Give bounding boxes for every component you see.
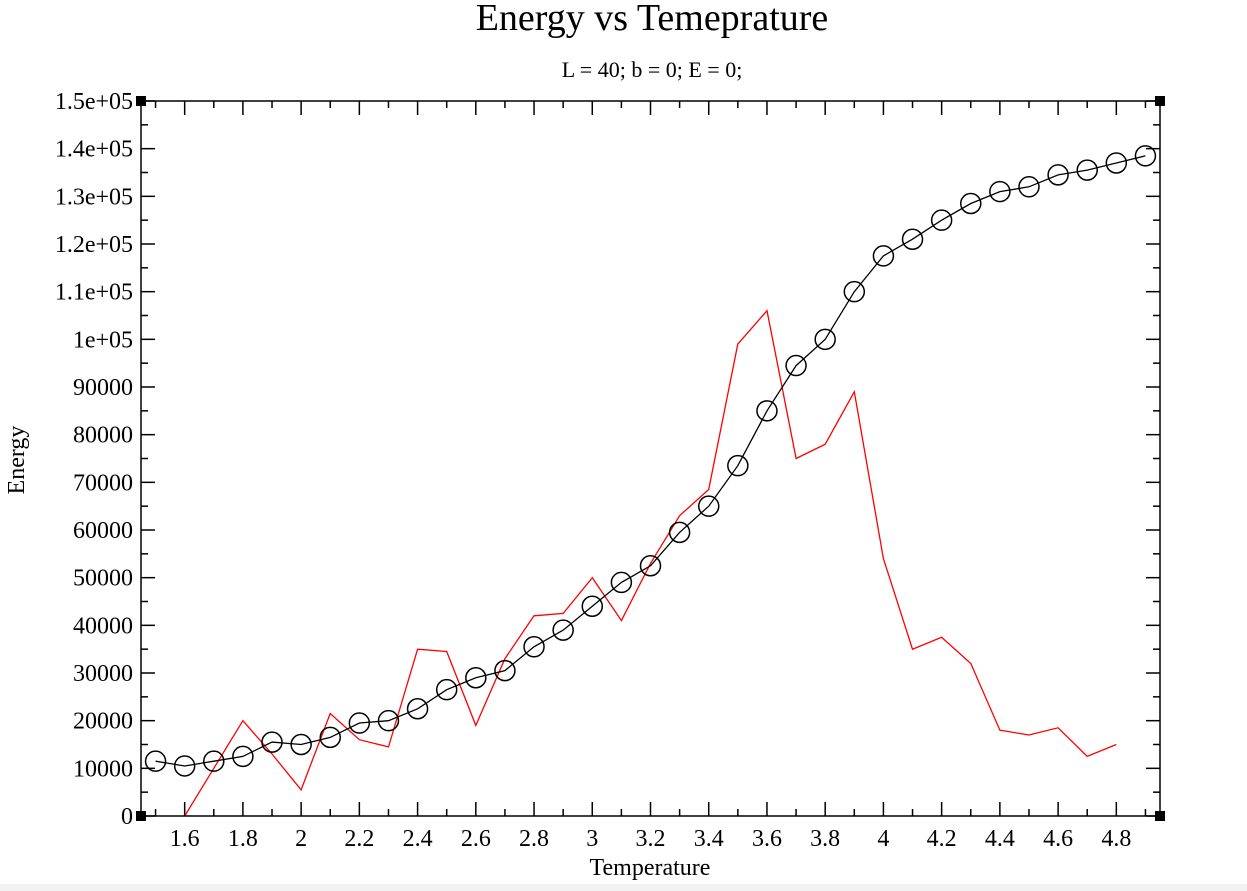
data-point <box>901 228 924 250</box>
data-point <box>756 400 778 422</box>
data-point <box>960 192 982 215</box>
y-tick-label: 60000 <box>73 518 133 544</box>
data-point <box>406 698 429 720</box>
y-tick-label: 80000 <box>73 423 133 449</box>
x-tick-label: 3.6 <box>752 826 782 852</box>
axis-ticks <box>141 100 1160 817</box>
data-point <box>727 454 749 477</box>
x-tick-label: 3.8 <box>810 826 840 852</box>
data-point <box>1105 152 1128 174</box>
x-tick-label: 2 <box>295 826 307 852</box>
data-point <box>261 731 283 753</box>
y-tick-label: 70000 <box>73 470 133 496</box>
x-tick-label: 4 <box>877 826 889 852</box>
data-point <box>610 571 633 594</box>
data-point <box>639 555 662 577</box>
series-layer <box>144 145 1157 817</box>
data-point <box>1076 159 1098 181</box>
data-point <box>494 659 516 682</box>
series-line-0 <box>184 309 1117 817</box>
data-point <box>377 709 400 732</box>
x-tick-label: 1.8 <box>228 826 258 852</box>
y-tick-label: 10000 <box>73 756 133 782</box>
x-tick-label: 4.2 <box>927 826 957 852</box>
data-point <box>232 745 254 768</box>
data-point <box>814 328 836 351</box>
data-point <box>843 280 866 303</box>
corner-handle <box>1155 811 1165 821</box>
data-point <box>552 619 574 641</box>
data-point <box>290 733 312 756</box>
x-tick-label: 2.2 <box>344 826 374 852</box>
y-tick-label: 1e+05 <box>73 327 133 353</box>
data-point <box>144 750 167 772</box>
data-point <box>348 712 371 734</box>
y-tick-label: 1.1e+05 <box>55 280 133 306</box>
data-point <box>319 726 341 749</box>
data-point <box>872 245 895 267</box>
y-tick-label: 20000 <box>73 709 133 735</box>
data-point <box>668 521 691 544</box>
x-tick-label: 1.6 <box>170 826 200 852</box>
data-point <box>581 595 604 618</box>
chart-subtitle: L = 40; b = 0; E = 0; <box>562 57 743 82</box>
x-tick-label: 4.4 <box>985 826 1015 852</box>
data-point <box>1047 164 1069 186</box>
data-point <box>435 678 458 701</box>
y-tick-label: 40000 <box>73 613 133 639</box>
data-point <box>173 755 196 777</box>
x-tick-label: 2.8 <box>519 826 549 852</box>
data-point <box>989 180 1011 203</box>
data-point <box>203 750 225 772</box>
window-bottom-strip <box>0 884 1247 891</box>
y-tick-label: 1.5e+05 <box>55 89 133 115</box>
series-line-1 <box>155 155 1146 767</box>
data-point <box>930 209 953 231</box>
x-tick-label: 3.2 <box>636 826 666 852</box>
axis-tick-labels: 1.6 1.8 2 2.2 2.4 2.6 2.8 3 3.2 3.4 3.6 3.8 4 4.2 4.4 4… <box>55 89 1132 852</box>
y-tick-label: 90000 <box>73 375 133 401</box>
x-tick-label: 3 <box>586 826 598 852</box>
y-tick-label: 50000 <box>73 566 133 592</box>
corner-handle <box>1155 96 1165 106</box>
data-point <box>785 354 807 377</box>
data-point <box>523 636 545 658</box>
chart-title: Energy vs Temeprature <box>476 0 829 39</box>
data-point <box>465 667 487 689</box>
corner-handle <box>136 811 146 821</box>
corner-handle <box>136 96 146 106</box>
y-tick-label: 0 <box>121 804 133 830</box>
x-tick-label: 3.4 <box>694 826 724 852</box>
y-tick-label: 30000 <box>73 661 133 687</box>
x-tick-label: 4.8 <box>1101 826 1131 852</box>
x-tick-label: 2.6 <box>461 826 491 852</box>
data-point <box>1134 145 1157 167</box>
x-tick-label: 2.4 <box>403 826 433 852</box>
plot-frame <box>140 100 1161 817</box>
y-axis-label: Energy <box>4 426 30 495</box>
data-point <box>697 495 720 517</box>
x-axis-label: Temperature <box>590 855 711 881</box>
data-point <box>1018 176 1040 198</box>
y-tick-label: 1.3e+05 <box>55 184 133 210</box>
y-tick-label: 1.4e+05 <box>55 137 133 163</box>
frame-corner-handles <box>136 96 1165 821</box>
x-tick-label: 4.6 <box>1043 826 1073 852</box>
y-tick-label: 1.2e+05 <box>55 232 133 258</box>
